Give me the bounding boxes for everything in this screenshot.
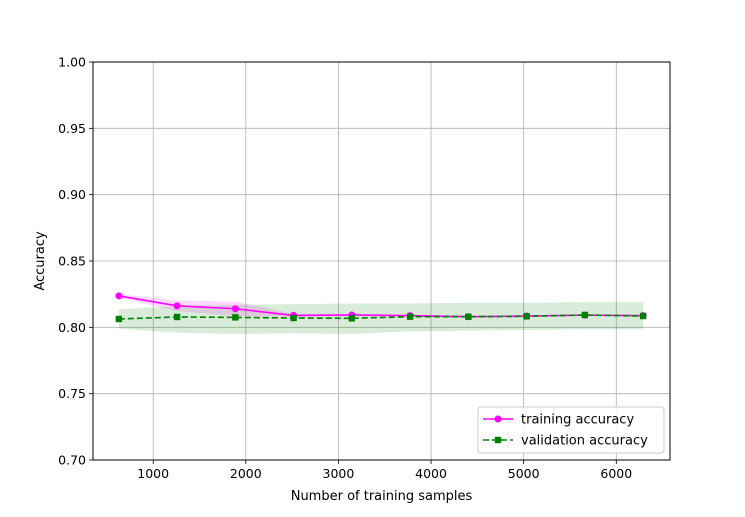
grid-lines: [93, 61, 670, 461]
legend: training accuracy validation accuracy: [477, 406, 665, 454]
x-tick-label: 1000: [137, 466, 169, 481]
legend-label: training accuracy: [521, 413, 634, 428]
y-tick-label: 0.95: [58, 121, 86, 136]
x-tick-label: 5000: [508, 466, 540, 481]
series-lines: [118, 295, 644, 320]
y-axis-label: Accuracy: [33, 231, 48, 291]
x-axis-ticks: 1000 2000 3000 4000 5000 6000: [137, 460, 632, 481]
validation-point: [348, 315, 356, 322]
validation-point: [523, 313, 530, 320]
legend-swatch-marker: [494, 436, 502, 444]
validation-point: [173, 313, 181, 321]
validation-point: [406, 313, 414, 320]
y-tick-label: 0.85: [58, 254, 86, 269]
y-tick-label: 0.90: [58, 187, 86, 202]
validation-point: [465, 313, 472, 320]
y-tick-label: 0.75: [58, 386, 86, 401]
x-tick-label: 6000: [600, 466, 632, 481]
training-point: [173, 302, 181, 310]
band-training: [118, 293, 644, 318]
legend-label: validation accuracy: [521, 434, 648, 449]
y-axis-ticks: 0.70 0.75 0.80 0.85 0.90 0.95 1.00: [58, 55, 93, 468]
legend-box: [477, 406, 665, 454]
series-line-validation: [118, 314, 644, 320]
training-point: [231, 305, 239, 313]
validation-point: [290, 314, 297, 322]
series-markers: [115, 292, 647, 323]
x-axis-label: Number of training samples: [291, 489, 473, 504]
validation-point: [639, 312, 647, 320]
validation-point: [581, 311, 589, 319]
validation-point: [232, 314, 239, 321]
x-tick-label: 3000: [323, 466, 355, 481]
y-tick-label: 0.80: [58, 320, 86, 335]
legend-swatch-marker: [494, 415, 502, 423]
training-point: [115, 292, 123, 300]
y-tick-label: 1.00: [58, 55, 86, 70]
x-tick-label: 4000: [415, 466, 447, 481]
x-tick-label: 2000: [230, 466, 262, 481]
y-tick-label: 0.70: [58, 453, 86, 468]
validation-point: [115, 315, 123, 323]
